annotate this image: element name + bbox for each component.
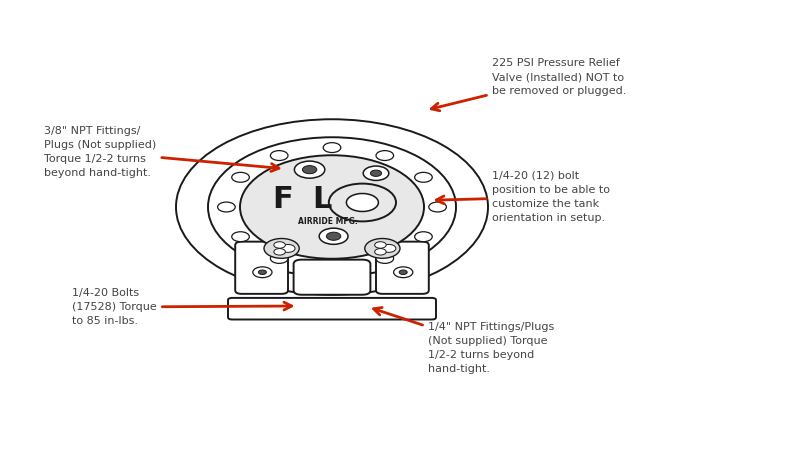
Circle shape xyxy=(240,155,424,259)
Circle shape xyxy=(374,242,386,248)
Circle shape xyxy=(376,253,394,263)
Circle shape xyxy=(281,244,295,252)
FancyBboxPatch shape xyxy=(376,242,429,294)
Text: AIRRIDE MFG.: AIRRIDE MFG. xyxy=(298,217,358,226)
Circle shape xyxy=(376,151,394,161)
Circle shape xyxy=(323,143,341,153)
Text: 1/4-20 (12) bolt
position to be able to
customize the tank
orientation in setup.: 1/4-20 (12) bolt position to be able to … xyxy=(436,171,610,223)
Text: 3/8" NPT Fittings/
Plugs (Not supplied)
Torque 1/2-2 turns
beyond hand-tight.: 3/8" NPT Fittings/ Plugs (Not supplied) … xyxy=(44,126,279,178)
Circle shape xyxy=(346,194,378,212)
Circle shape xyxy=(270,151,288,161)
Circle shape xyxy=(319,228,348,244)
Circle shape xyxy=(264,238,299,258)
Circle shape xyxy=(374,248,386,255)
Circle shape xyxy=(258,270,266,274)
Circle shape xyxy=(365,238,400,258)
Circle shape xyxy=(414,172,432,182)
Text: L: L xyxy=(313,185,332,214)
Circle shape xyxy=(326,232,341,240)
Circle shape xyxy=(232,232,250,242)
Circle shape xyxy=(414,232,432,242)
Circle shape xyxy=(370,170,382,176)
Circle shape xyxy=(329,184,396,221)
FancyBboxPatch shape xyxy=(294,260,370,295)
Circle shape xyxy=(208,137,456,277)
Circle shape xyxy=(394,267,413,278)
Circle shape xyxy=(302,166,317,174)
FancyBboxPatch shape xyxy=(228,298,436,320)
Circle shape xyxy=(274,248,286,255)
Circle shape xyxy=(176,119,488,295)
FancyBboxPatch shape xyxy=(235,242,288,294)
Circle shape xyxy=(232,172,250,182)
Circle shape xyxy=(363,166,389,180)
Text: 1/4" NPT Fittings/Plugs
(Not supplied) Torque
1/2-2 turns beyond
hand-tight.: 1/4" NPT Fittings/Plugs (Not supplied) T… xyxy=(374,307,554,374)
Circle shape xyxy=(218,202,235,212)
Circle shape xyxy=(274,242,286,248)
Circle shape xyxy=(429,202,446,212)
Text: F: F xyxy=(272,185,293,214)
Text: 225 PSI Pressure Relief
Valve (Installed) NOT to
be removed or plugged.: 225 PSI Pressure Relief Valve (Installed… xyxy=(431,58,626,111)
Circle shape xyxy=(382,244,396,252)
Circle shape xyxy=(253,267,272,278)
Circle shape xyxy=(323,261,341,271)
Circle shape xyxy=(399,270,407,274)
Text: 1/4-20 Bolts
(17528) Torque
to 85 in-lbs.: 1/4-20 Bolts (17528) Torque to 85 in-lbs… xyxy=(72,288,292,326)
Circle shape xyxy=(270,253,288,263)
Circle shape xyxy=(294,161,325,178)
